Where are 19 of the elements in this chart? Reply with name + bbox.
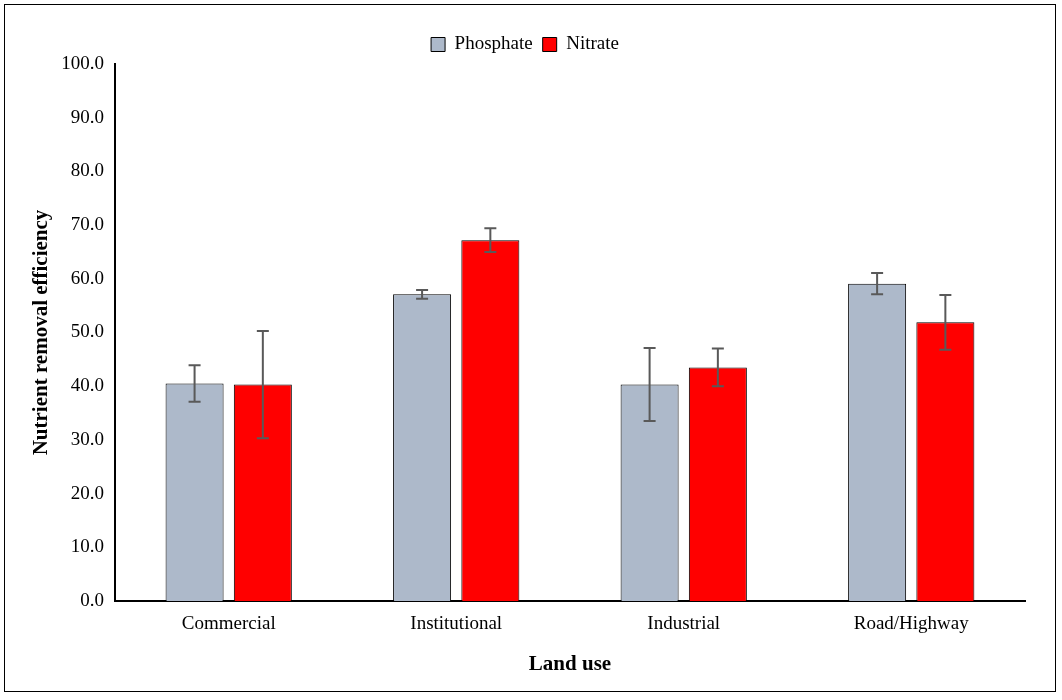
y-tick-label: 0.0 bbox=[80, 588, 104, 610]
y-tick-label: 80.0 bbox=[70, 159, 104, 181]
legend-label: Nitrate bbox=[566, 32, 619, 54]
x-tick-label: Industrial bbox=[647, 612, 721, 634]
y-tick-label: 100.0 bbox=[61, 51, 104, 73]
legend-label: Phosphate bbox=[454, 32, 533, 54]
y-tick-label: 50.0 bbox=[70, 320, 104, 342]
x-tick-label: Road/Highway bbox=[853, 612, 970, 634]
y-tick-label: 70.0 bbox=[70, 213, 104, 235]
x-tick-label: Institutional bbox=[410, 612, 503, 634]
y-axis-title: Nutrient removal efficiency bbox=[28, 209, 53, 456]
y-tick-label: 60.0 bbox=[70, 266, 104, 288]
x-tick-label: Commercial bbox=[181, 612, 276, 634]
x-axis-title: Land use bbox=[528, 650, 612, 675]
y-tick-label: 90.0 bbox=[70, 105, 104, 127]
y-tick-label: 30.0 bbox=[70, 427, 104, 449]
y-tick-label: 20.0 bbox=[70, 481, 104, 503]
y-tick-label: 40.0 bbox=[70, 374, 104, 396]
y-tick-label: 10.0 bbox=[70, 535, 104, 557]
